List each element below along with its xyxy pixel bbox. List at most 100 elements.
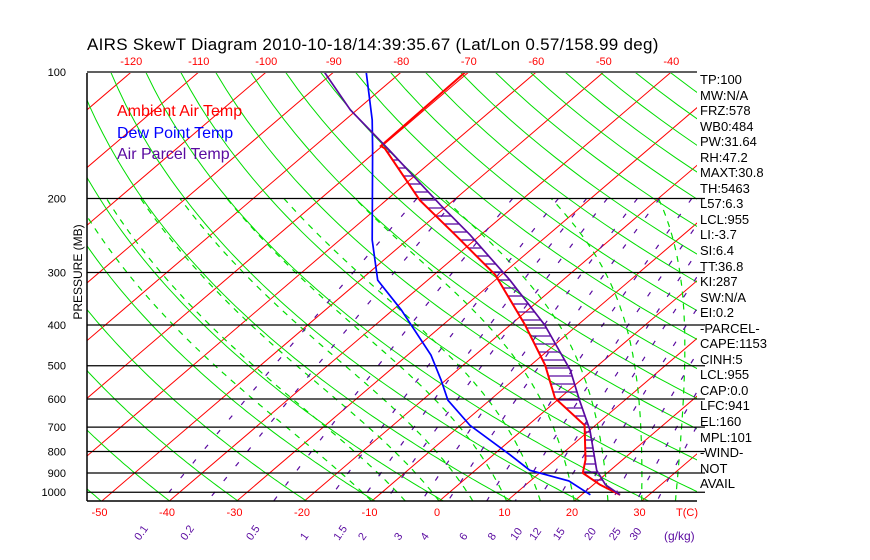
mixing-ratio-tick-label: 6	[457, 531, 470, 543]
isotherm-line	[87, 73, 199, 169]
stat-item: CINH:5	[700, 351, 743, 367]
temp-tick-label-top: -50	[596, 56, 612, 68]
temp-tick-label-bottom: 0	[434, 507, 440, 519]
temp-tick-label-bottom: 30	[633, 507, 645, 519]
mixing-ratio-line	[611, 352, 697, 501]
mixing-ratio-tick-label: 4	[419, 531, 432, 543]
moist-adiabat-line	[87, 215, 373, 501]
dry-adiabat-line	[145, 73, 650, 501]
temp-tick-label-bottom: 20	[566, 507, 578, 519]
isotherm-line	[87, 73, 401, 342]
stat-item: -PARCEL-	[700, 320, 760, 336]
pressure-tick-label: 800	[48, 446, 66, 458]
temp-tick-label-bottom: -10	[362, 507, 378, 519]
parcel-temp-line	[323, 73, 621, 496]
temp-tick-label-top: -90	[326, 56, 342, 68]
temp-tick-label-top: -100	[255, 56, 277, 68]
isotherm-line	[506, 337, 697, 501]
mixing-ratio-line	[514, 223, 697, 501]
moist-adiabat-line	[283, 198, 541, 501]
dry-adiabat-line	[215, 73, 697, 461]
dry-adiabat-line	[495, 73, 697, 228]
mixing-ratio-line	[273, 198, 514, 501]
legend-dewpoint: Dew Point Temp	[117, 124, 234, 142]
mixing-ratio-tick-label: 0.2	[178, 523, 197, 542]
pressure-tick-label: 900	[48, 468, 66, 480]
stat-item: WB0:484	[700, 118, 754, 134]
dry-adiabat-line	[110, 73, 581, 501]
isotherm-line	[303, 164, 697, 501]
legend-ambient: Ambient Air Temp	[117, 103, 243, 120]
mixing-ratio-tick-label: 20	[582, 526, 599, 543]
stat-item: MPL:101	[700, 429, 753, 445]
ambient-temp-line	[379, 73, 621, 496]
mixing-ratio-line	[161, 198, 418, 501]
isotherm-line	[236, 107, 697, 501]
mixing-ratio-line	[537, 251, 697, 501]
mixing-ratio-line	[360, 198, 588, 501]
dry-adiabat-line	[87, 308, 307, 501]
stat-item: CAPE:1153	[700, 336, 767, 352]
stat-item: SW:N/A	[700, 289, 746, 305]
temp-tick-label-top: -40	[663, 56, 679, 68]
stat-item: L57:6.3	[700, 196, 744, 212]
moist-adiabat-line	[140, 198, 440, 501]
stat-item: -WIND-	[700, 445, 744, 461]
pressure-tick-label: 100	[48, 67, 66, 79]
isotherm-line	[87, 73, 536, 457]
pressure-tick-label: 700	[48, 422, 66, 434]
moist-adiabat-line	[354, 198, 575, 501]
mixing-ratio-tick-label: 0.1	[132, 523, 151, 542]
mixing-ratio-tick-label: 25	[607, 526, 624, 543]
chart-title: AIRS SkewT Diagram 2010-10-18/14:39:35.6…	[87, 35, 659, 54]
mixing-ratio-tick-label: 3	[392, 531, 405, 543]
dry-adiabat-line	[87, 244, 376, 501]
pressure-tick-label: 500	[48, 361, 66, 373]
temp-tick-label-top: -70	[461, 56, 477, 68]
stat-item: LFC:941	[700, 398, 750, 414]
stat-item: TP:100	[700, 72, 742, 87]
dewpoint-line	[365, 73, 591, 496]
stat-item: LCL:955	[700, 367, 750, 383]
stat-item: MW:N/A	[700, 87, 749, 103]
dry-adiabat-line	[775, 72, 870, 501]
stat-item: TH:5463	[700, 180, 750, 196]
isotherm-line	[777, 72, 870, 501]
isotherm-line	[87, 73, 334, 284]
mixing-ratio-tick-label: 2	[356, 531, 369, 543]
moist-adiabat-line	[179, 198, 474, 501]
stat-item: LCL:955	[700, 211, 750, 227]
stats-panel: TP:100 MW:N/A FRZ:578 WB0:484 PW:31.64 RH:47.…	[700, 72, 767, 492]
stat-item: LI:-3.7	[700, 227, 737, 243]
moist-adiabat-line	[443, 198, 609, 501]
temp-tick-label-top: -120	[120, 56, 142, 68]
pressure-tick-label: 1000	[42, 487, 66, 499]
dry-adiabat-line	[460, 73, 697, 255]
isotherm-line	[87, 73, 131, 111]
dry-adiabat-line	[87, 488, 102, 501]
mixing-ratio-tick-label: 30	[628, 526, 645, 543]
y-axis-label: PRESSURE (MB)	[71, 224, 85, 320]
dry-adiabat-line	[390, 73, 697, 312]
isotherm-line	[87, 73, 266, 226]
mixing-ratio-line	[385, 198, 608, 501]
dry-adiabat-line	[87, 98, 513, 501]
dry-adiabat-line	[0, 72, 33, 501]
mixing-ratio-tick-label: 15	[551, 526, 568, 543]
moist-adiabat-line	[226, 198, 508, 501]
stat-item: TT:36.8	[700, 258, 744, 274]
pressure-tick-label: 600	[48, 394, 66, 406]
pressure-tick-label: 400	[48, 320, 66, 332]
mixing-ratio-tick-label: 10	[508, 526, 525, 543]
mixing-ratio-tick-label: 0.5	[244, 523, 263, 542]
temp-tick-label-bottom: 10	[498, 507, 510, 519]
temp-tick-label-top: -110	[188, 56, 209, 68]
stat-item: MAXT:30.8	[700, 165, 764, 181]
mixing-ratio-tick-label: 12	[527, 526, 544, 543]
legend: Ambient Air Temp Dew Point Temp Air Parc…	[117, 101, 242, 166]
stat-item: FRZ:578	[700, 103, 751, 119]
stat-item: AVAIL	[700, 476, 735, 492]
dry-adiabat-line	[285, 73, 697, 400]
stat-item: KI:287	[700, 274, 738, 290]
